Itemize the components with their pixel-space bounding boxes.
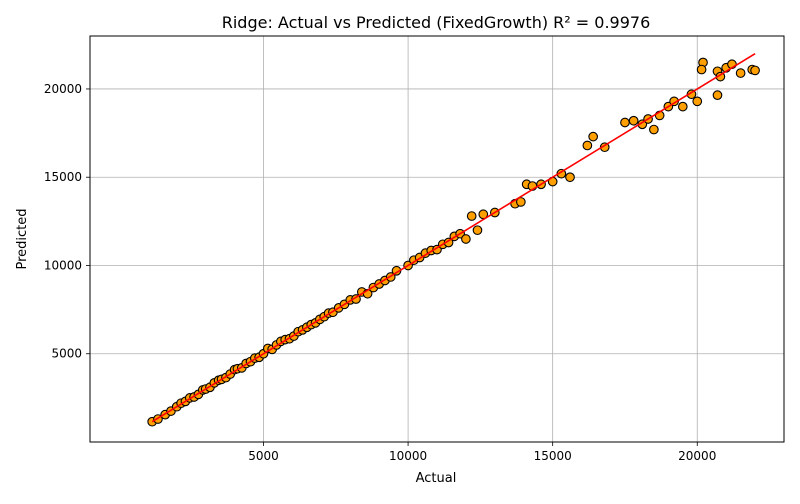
data-point [516,197,526,207]
data-point [735,68,746,78]
data-point [620,117,630,128]
y-tick-label: 10000 [44,258,82,272]
y-tick-label: 15000 [44,170,82,184]
data-point [588,131,599,142]
data-point [712,90,723,100]
x-tick-label: 20000 [678,449,716,463]
data-point [472,225,483,236]
fit-line-layer [151,52,756,423]
grid-layer [90,36,784,442]
x-tick-label: 5000 [248,449,279,463]
data-point [628,115,639,126]
plot-frame [89,35,785,443]
data-point [565,172,575,183]
data-point [692,96,703,107]
x-tick-label: 10000 [389,449,427,463]
data-point [466,211,477,221]
data-point [750,65,760,76]
data-point [677,101,688,112]
points-layer [147,57,760,427]
y-tick-label: 20000 [44,82,82,96]
data-point [478,209,489,220]
data-point [649,124,659,135]
x-tick-label: 15000 [534,449,572,463]
data-point [461,234,471,244]
chart-title: Ridge: Actual vs Predicted (FixedGrowth)… [222,13,651,32]
tick-layer: 5000 10000 15000 20000 5000 10000 15000 20000 [44,82,717,463]
y-axis-label: Predicted [15,208,30,269]
data-point [696,64,707,75]
fit-line [151,52,756,423]
data-point [582,140,593,151]
x-axis-label: Actual [416,471,457,486]
y-tick-label: 5000 [51,347,82,361]
